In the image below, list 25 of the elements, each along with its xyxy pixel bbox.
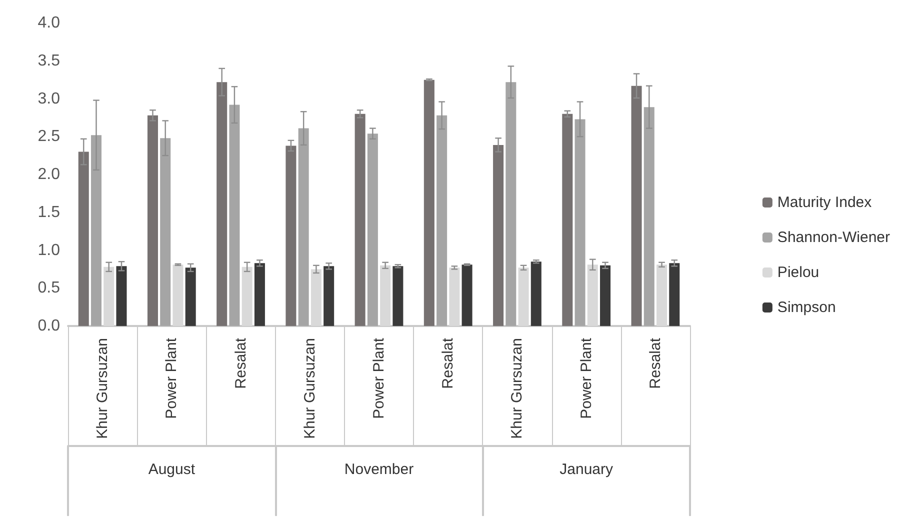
text: January (560, 461, 614, 478)
x-tick-label: Power Plant (578, 337, 595, 419)
y-tick-label: 4.0 (38, 14, 60, 32)
y-tick-label: 0.0 (38, 318, 60, 334)
y-tick-label: 1.5 (38, 204, 60, 221)
legend-label: Pielou (777, 264, 820, 281)
text: November (344, 461, 414, 478)
x-tick-label: Khur Gursuzan (94, 338, 112, 439)
y-tick-label: 1.0 (38, 242, 60, 259)
x-tick-label: Power Plant (163, 337, 180, 419)
x-tick-label: Resalat (440, 337, 457, 389)
y-tick-label: 2.0 (38, 166, 60, 183)
x-tick-label: Khur Gursuzan (508, 338, 526, 439)
x-tick-label: Khur Gursuzan (301, 338, 318, 439)
x-tick-label: Resalat (232, 337, 250, 389)
legend-label: Shannon-Wiener (777, 229, 890, 246)
y-tick-label: 3.5 (38, 52, 60, 70)
y-tick-label: 2.5 (38, 128, 60, 146)
x-tick-label: Resalat (646, 337, 664, 389)
legend-label: Simpson (777, 299, 836, 316)
x-tick-label: Power Plant (370, 337, 388, 419)
y-tick-label: 3.0 (38, 90, 60, 108)
legend-label: Maturity Index (777, 194, 872, 211)
text: August (148, 461, 196, 478)
y-tick-label: 0.5 (38, 280, 60, 297)
